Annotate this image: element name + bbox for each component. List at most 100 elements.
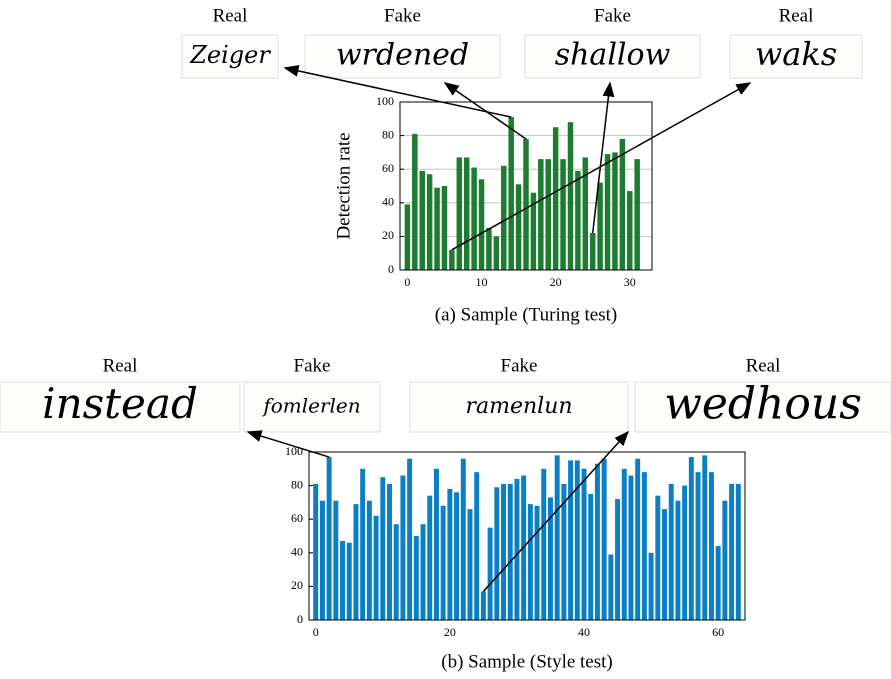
y-tick-label: 60 (291, 511, 303, 525)
bar (471, 168, 476, 270)
bar (634, 159, 639, 270)
bar (387, 484, 392, 620)
bar (729, 484, 734, 620)
y-tick-label: 0 (297, 612, 303, 626)
x-tick-label: 0 (313, 625, 319, 639)
sample-word: shallow (555, 38, 671, 73)
bar (427, 174, 432, 270)
bar (508, 484, 513, 620)
bar (400, 476, 405, 620)
bar (333, 501, 338, 620)
bar (608, 554, 613, 620)
bar (441, 506, 446, 620)
sample-label: Fake (384, 5, 421, 26)
bar (514, 479, 519, 620)
bar (380, 477, 385, 620)
sample-label: Fake (501, 355, 538, 376)
bar (595, 464, 600, 620)
bar (649, 553, 654, 620)
bar (722, 501, 727, 620)
bar (588, 494, 593, 620)
sample-label: Real (213, 5, 248, 26)
bar (394, 524, 399, 620)
x-tick-label: 60 (712, 625, 724, 639)
bar (642, 472, 647, 620)
bar (474, 472, 479, 620)
bar (628, 476, 633, 620)
bar (541, 469, 546, 620)
y-tick-label: 40 (382, 195, 394, 209)
caption: (b) Sample (Style test) (441, 651, 613, 672)
bar (313, 484, 318, 620)
bar (340, 541, 345, 620)
bar (528, 504, 533, 620)
bar (414, 536, 419, 620)
y-tick-label: 20 (291, 578, 303, 592)
y-tick-label: 40 (291, 545, 303, 559)
sample-word: fomlerlen (261, 394, 360, 418)
y-tick-label: 100 (376, 94, 394, 108)
bar (575, 460, 580, 620)
y-tick-label: 0 (388, 262, 394, 276)
x-tick-label: 0 (404, 275, 410, 289)
bar (508, 117, 513, 270)
bar (709, 472, 714, 620)
bar (516, 184, 521, 270)
sample-label: Fake (594, 5, 631, 26)
bar (407, 459, 412, 620)
bar (568, 122, 573, 270)
bar (464, 157, 469, 270)
figure: 0 20 40 60 80 100 0 10 20 30 Detection rate (a) Sam… (0, 0, 891, 679)
sample-word: wrdened (336, 38, 469, 73)
y-tick-label: 60 (382, 161, 394, 175)
x-tick-label: 30 (624, 275, 636, 289)
x-tick-label: 10 (476, 275, 488, 289)
y-axis-label: Detection rate (333, 132, 354, 239)
bar (412, 134, 417, 270)
bar (696, 472, 701, 620)
bar (419, 171, 424, 270)
bar (447, 489, 452, 620)
bar (615, 499, 620, 620)
bar (553, 127, 558, 270)
bar (538, 159, 543, 270)
arrow (445, 83, 526, 139)
bar (689, 457, 694, 620)
bar (347, 543, 352, 620)
sample-word: waks (755, 35, 837, 73)
bar (555, 455, 560, 620)
bar (353, 504, 358, 620)
y-tick-label: 80 (382, 127, 394, 141)
bar (560, 159, 565, 270)
bar (605, 154, 610, 270)
bar (434, 188, 439, 270)
bar (612, 152, 617, 270)
bar (405, 204, 410, 270)
bar (360, 469, 365, 620)
sample-word: Zeiger (189, 41, 271, 69)
bar (635, 459, 640, 620)
x-tick-label: 20 (444, 625, 456, 639)
bar (523, 139, 528, 270)
sample-word: ramenlun (465, 394, 572, 419)
bar (494, 236, 499, 270)
bar (597, 183, 602, 270)
bar (461, 459, 466, 620)
bar (627, 191, 632, 270)
bar (367, 501, 372, 620)
bar (501, 166, 506, 270)
bar (575, 171, 580, 270)
bar (442, 186, 447, 270)
bar (568, 460, 573, 620)
bar (620, 139, 625, 270)
bar (481, 591, 486, 620)
bar (682, 486, 687, 620)
bar (454, 492, 459, 620)
bar (427, 496, 432, 620)
bar (486, 228, 491, 270)
x-tick-label: 20 (550, 275, 562, 289)
bar (675, 501, 680, 620)
caption: (a) Sample (Turing test) (435, 304, 617, 325)
sample-word: instead (42, 379, 198, 428)
bar (374, 516, 379, 620)
